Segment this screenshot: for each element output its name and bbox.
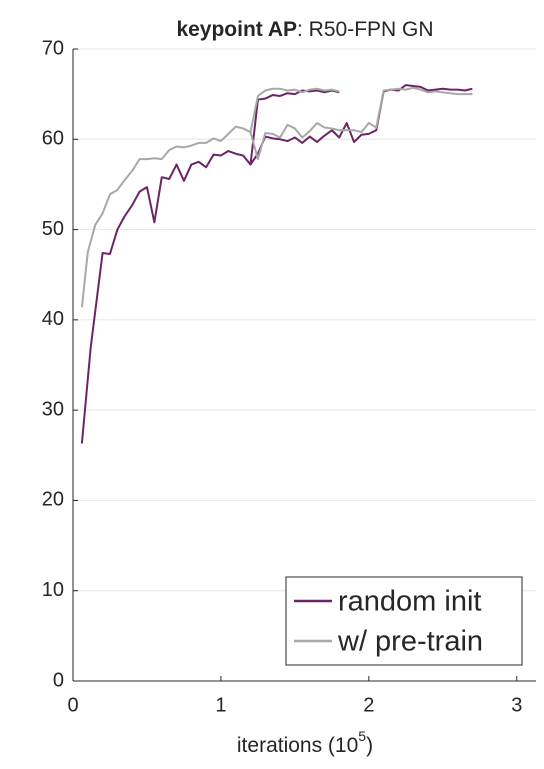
title-rest: : R50-FPN GN [297, 18, 434, 41]
x-label-text: iterations (10 [237, 734, 358, 757]
y-tick-label: 40 [42, 308, 64, 330]
x-tick-label: 0 [67, 694, 78, 716]
y-tick-label: 20 [42, 489, 64, 511]
y-tick-label: 30 [42, 398, 64, 420]
y-tick-label: 70 [42, 37, 64, 59]
data-line [80, 84, 473, 444]
y-tick-label: 10 [42, 579, 64, 601]
title-bold: keypoint AP [176, 18, 297, 41]
x-tick-label: 1 [215, 694, 226, 716]
y-tick-label: 60 [42, 128, 64, 150]
legend-box [285, 576, 523, 666]
x-tick-label: 3 [511, 694, 522, 716]
chart-title: keypoint AP: R50-FPN GN [176, 18, 433, 41]
x-axis-label: iterations (105) [237, 728, 373, 757]
legend-label: w/ pre-train [337, 626, 483, 658]
y-tick-label: 50 [42, 218, 64, 240]
y-tick-label: 0 [53, 669, 64, 691]
x-tick-label: 2 [363, 694, 374, 716]
data-line [80, 86, 473, 308]
legend-label: random init [338, 586, 481, 618]
x-label-close: ) [366, 734, 373, 757]
legend: random init w/ pre-train [285, 576, 523, 666]
x-label-exponent: 5 [358, 728, 366, 744]
